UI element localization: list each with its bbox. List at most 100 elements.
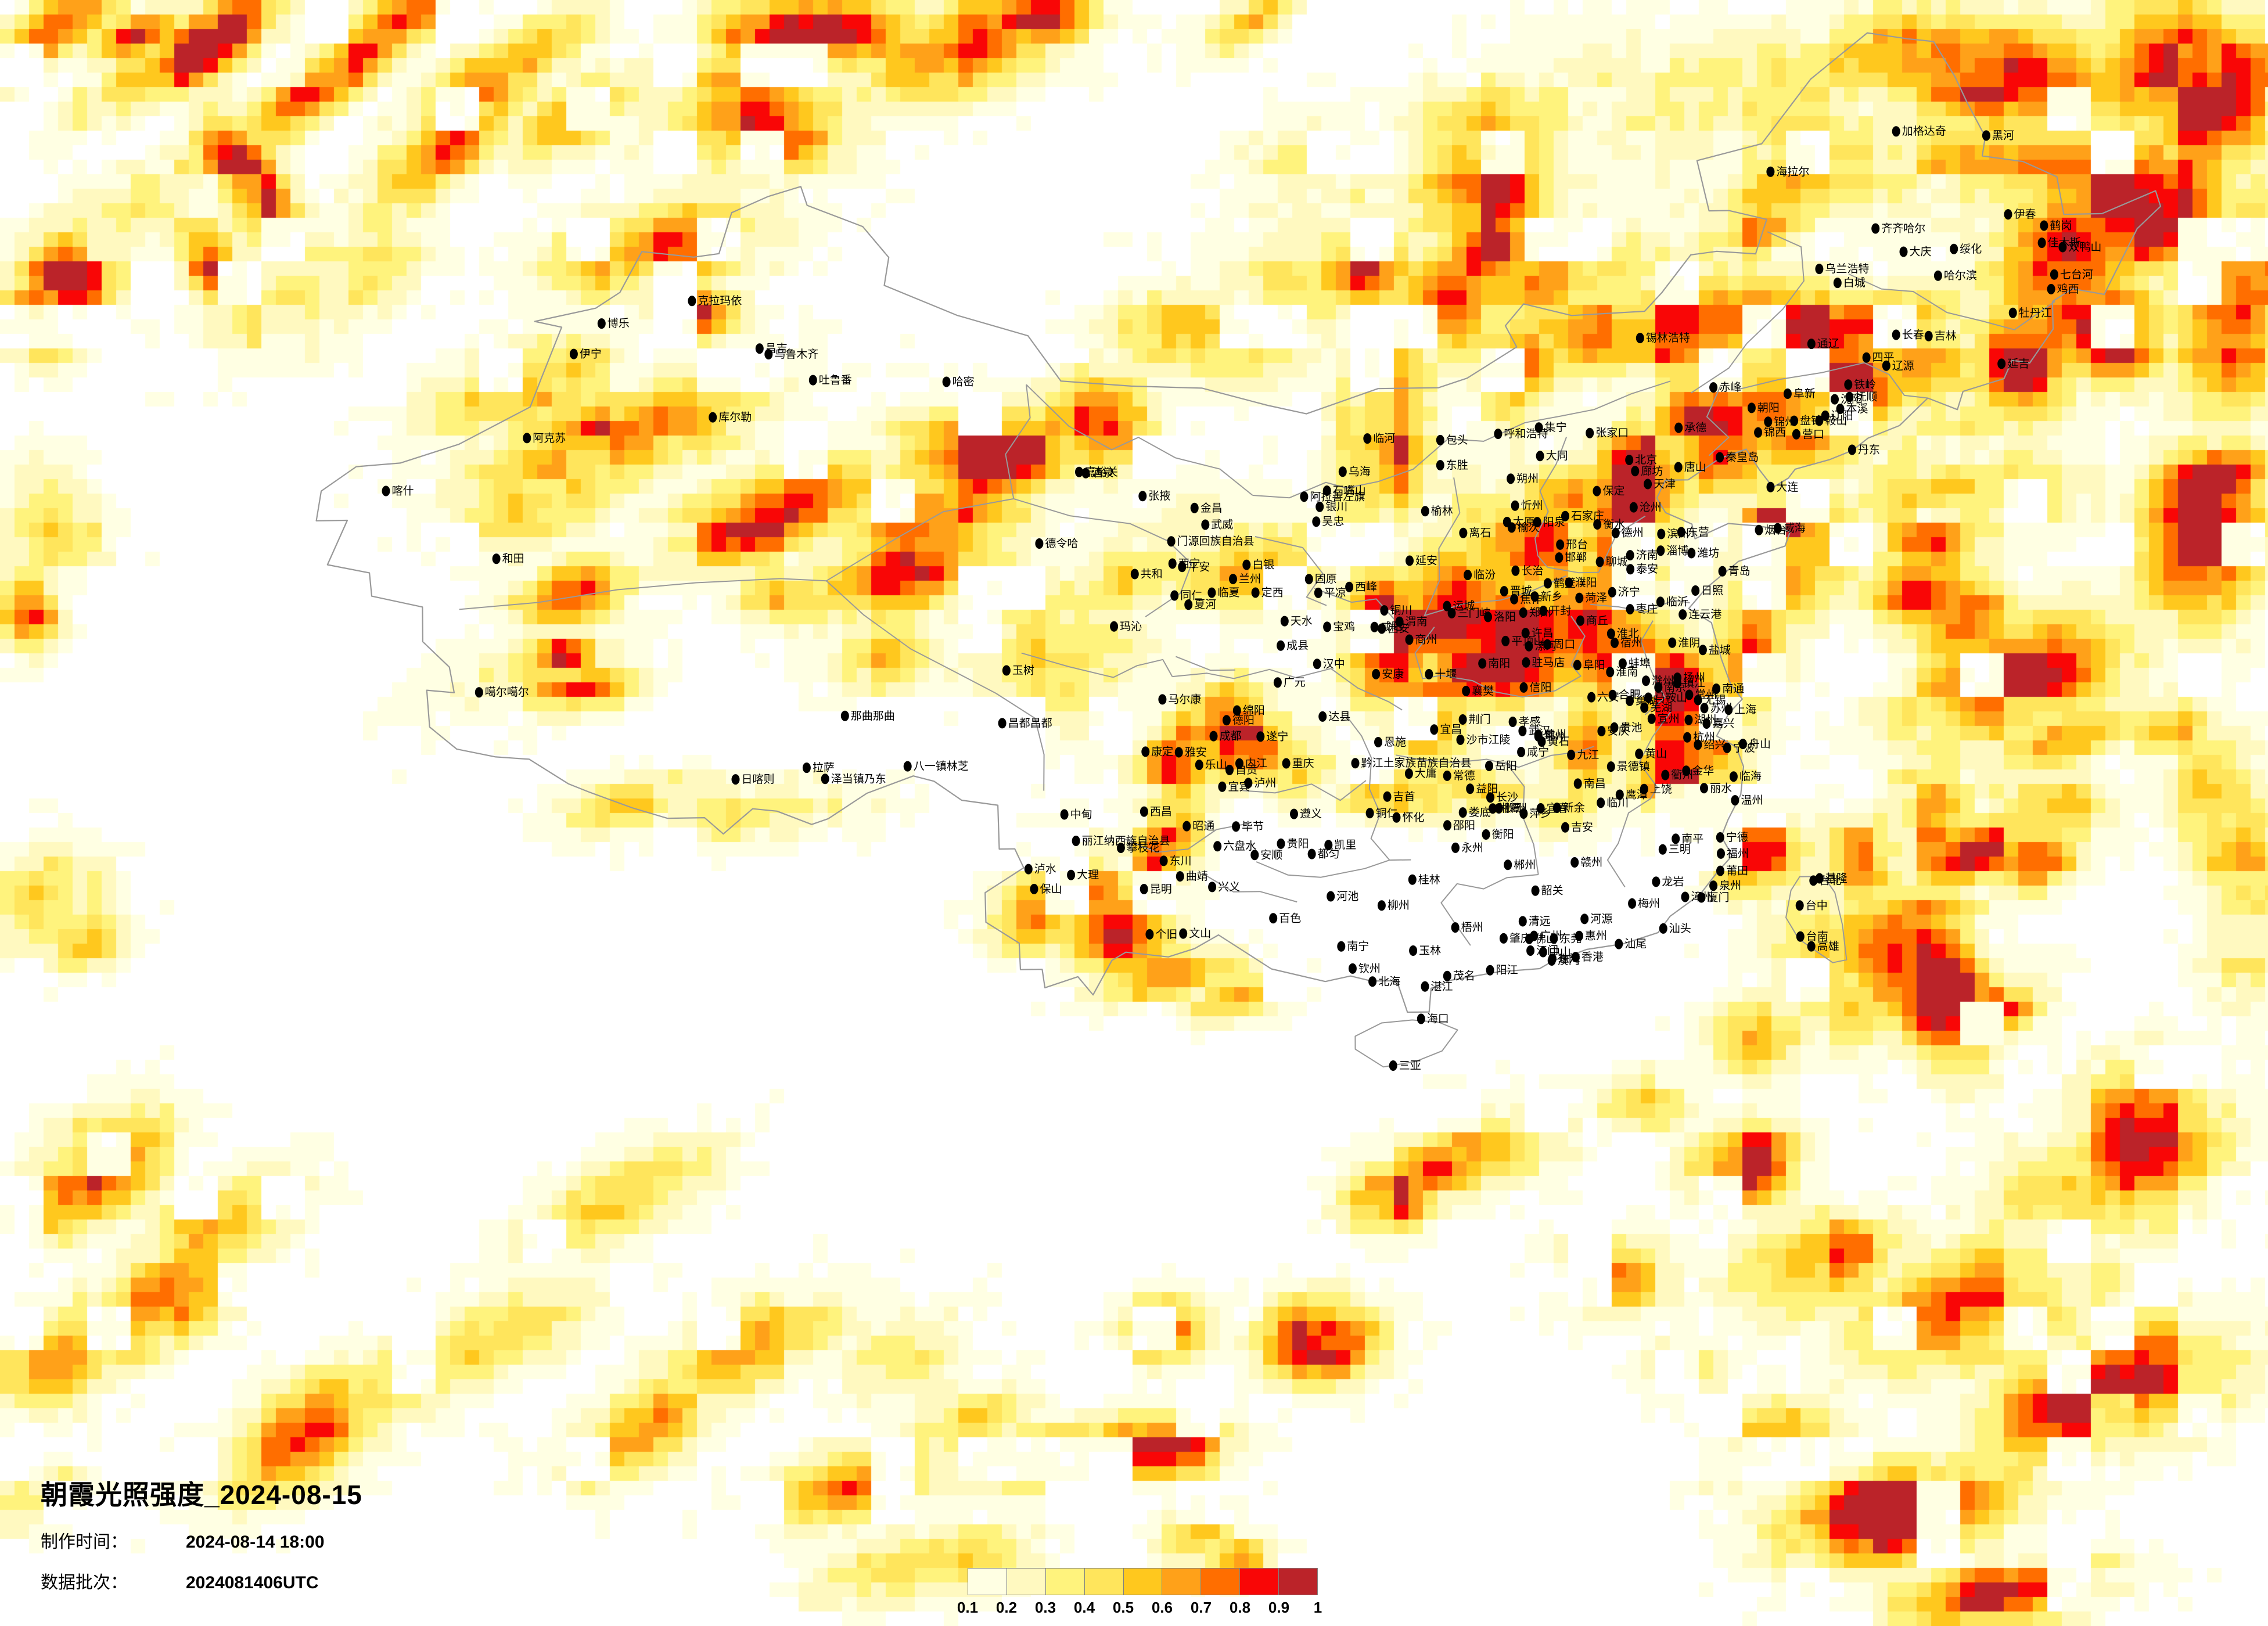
city-dot xyxy=(2008,307,2017,318)
city-dot xyxy=(1521,628,1530,639)
city-label: 铜仁 xyxy=(1376,807,1398,819)
city-label: 榆林 xyxy=(1431,505,1453,517)
legend-tick-label: 0.2 xyxy=(995,1599,1018,1616)
city-dot xyxy=(1519,808,1528,819)
city-label: 曲靖 xyxy=(1186,870,1208,883)
legend-swatch xyxy=(1045,1569,1085,1595)
city-dot xyxy=(1313,659,1321,670)
city-label: 盘锦 xyxy=(1800,415,1822,427)
city-label: 宁德 xyxy=(1726,831,1748,844)
city-label: 鞍山 xyxy=(1825,414,1847,427)
city-dot xyxy=(1792,429,1800,440)
city-dot xyxy=(1499,933,1508,944)
legend-tick-label: 0.6 xyxy=(1151,1599,1173,1616)
city-label: 乌海 xyxy=(1349,465,1371,478)
city-label: 大庆 xyxy=(1910,246,1932,258)
city-dot xyxy=(1500,586,1508,597)
city-dot xyxy=(1790,415,1799,426)
city-dot xyxy=(1408,874,1417,885)
city-label: 白城 xyxy=(1843,276,1866,289)
city-label: 怀化 xyxy=(1403,811,1425,824)
province-border xyxy=(1021,652,1173,678)
city-dot xyxy=(1225,764,1234,775)
city-label: 赣州 xyxy=(1580,856,1602,869)
city-label: 鸡西 xyxy=(2057,283,2079,296)
city-dot xyxy=(1754,427,1763,438)
city-dot xyxy=(1141,746,1150,757)
city-label: 喀什 xyxy=(392,485,414,498)
city-dot xyxy=(1383,791,1392,802)
city-label: 文山 xyxy=(1189,927,1211,940)
city-dot xyxy=(1773,523,1782,534)
city-dot xyxy=(1458,807,1467,818)
city-label: 马鞍山 xyxy=(1654,692,1687,704)
data-batch-label: 数据批次： xyxy=(41,1573,128,1592)
city-label: 菏泽 xyxy=(1585,592,1607,605)
city-label: 成县 xyxy=(1286,639,1309,652)
city-label: 广元 xyxy=(1284,676,1306,689)
city-dot xyxy=(1494,429,1503,440)
city-dot xyxy=(1626,604,1634,615)
city-dot xyxy=(802,762,811,774)
city-dot xyxy=(1871,223,1880,234)
city-label: 泸水 xyxy=(1034,863,1056,876)
city-label: 梧州 xyxy=(1461,921,1483,934)
city-dot xyxy=(1809,875,1818,886)
city-label: 忻州 xyxy=(1521,499,1543,512)
city-label: 运城 xyxy=(1453,600,1475,613)
city-label: 淄博 xyxy=(1666,544,1688,557)
city-dot xyxy=(1314,587,1322,598)
city-dot xyxy=(1565,577,1573,588)
intensity-legend: 0.1 0.2 0.3 0.4 0.5 0.6 0.7 0.8 0.9 1 xyxy=(957,1568,1322,1620)
city-label: 银川 xyxy=(1325,501,1347,513)
city-label: 抚顺 xyxy=(1855,391,1877,404)
city-label: 和田 xyxy=(502,552,524,565)
city-label: 延吉 xyxy=(2007,357,2029,370)
city-label: 沧州 xyxy=(1640,501,1662,514)
city-dot xyxy=(1681,891,1690,902)
city-dot xyxy=(1184,599,1193,610)
city-dot xyxy=(1504,859,1512,870)
city-label: 芜湖 xyxy=(1650,702,1672,714)
city-dot xyxy=(1421,506,1429,517)
city-label: 新余 xyxy=(1563,801,1585,814)
city-dot xyxy=(1796,931,1805,942)
city-dot xyxy=(1315,501,1324,512)
city-label: 邵阳 xyxy=(1453,819,1475,832)
legend-tick-label: 0.3 xyxy=(1034,1599,1056,1616)
legend-tick-label: 0.9 xyxy=(1268,1599,1290,1616)
city-label: 东胜 xyxy=(1446,459,1468,472)
city-label: 阳泉 xyxy=(1543,516,1565,528)
legend-swatch xyxy=(1279,1569,1318,1595)
city-dot xyxy=(1821,410,1830,421)
city-label: 河池 xyxy=(1336,890,1358,903)
city-label: 淮北 xyxy=(1617,627,1639,640)
legend-labels: 0.1 0.2 0.3 0.4 0.5 0.6 0.7 0.8 0.9 1 xyxy=(957,1599,1322,1618)
city-dot xyxy=(2050,269,2058,280)
city-label: 福州 xyxy=(1727,847,1749,860)
province-border xyxy=(1424,477,1567,616)
city-dot xyxy=(1534,422,1543,433)
city-dot xyxy=(1436,460,1444,471)
province-border xyxy=(1739,362,1928,399)
city-dot xyxy=(1269,913,1278,924)
city-label: 阜阳 xyxy=(1583,659,1605,671)
city-dot xyxy=(1640,702,1649,713)
city-label: 延安 xyxy=(1415,555,1437,567)
city-label: 汕尾 xyxy=(1624,938,1647,951)
city-dot xyxy=(1159,855,1168,866)
city-dot xyxy=(1717,848,1725,859)
city-dot xyxy=(1322,485,1331,496)
city-label: 玉林 xyxy=(1419,944,1441,957)
city-dot xyxy=(1833,278,1842,289)
city-label: 夏河 xyxy=(1194,598,1216,611)
city-dot xyxy=(1485,761,1493,771)
city-label: 保山 xyxy=(1040,883,1062,895)
city-dot xyxy=(1145,929,1154,940)
city-label: 台北 xyxy=(1819,874,1841,887)
city-dot xyxy=(1337,941,1346,952)
city-dot xyxy=(1652,876,1660,887)
city-label: 雅安 xyxy=(1185,746,1207,759)
city-label: 常德 xyxy=(1453,769,1475,782)
city-dot xyxy=(1552,803,1561,814)
